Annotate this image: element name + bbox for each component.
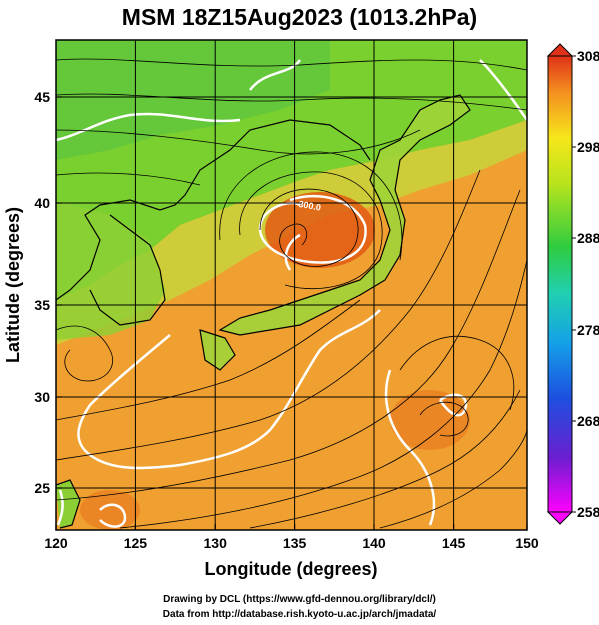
- colorbar: 308 298 288 278 268 258: [546, 43, 599, 525]
- y-tick-label: 45: [34, 89, 50, 105]
- x-tick-label: 120: [44, 535, 68, 551]
- y-tick-label: 35: [34, 297, 50, 313]
- graticule: [56, 40, 527, 530]
- x-axis-label: Longitude (degrees): [204, 559, 377, 579]
- coastlines: [56, 94, 471, 529]
- y-tick-label: 25: [34, 480, 50, 496]
- drawing-credit: Drawing by DCL (https://www.gfd-dennou.o…: [163, 594, 436, 605]
- x-tick-label: 135: [283, 535, 307, 551]
- contour-label: 300.0: [298, 199, 322, 213]
- colorbar-max-arrow: [546, 43, 574, 57]
- north-green-shade: [56, 40, 330, 160]
- y-tick-label: 40: [34, 195, 50, 211]
- y-tick-label: 30: [34, 389, 50, 405]
- x-tick-label: 150: [515, 535, 539, 551]
- data-source-credit: Data from http://database.rish.kyoto-u.a…: [162, 609, 437, 620]
- x-tick-label: 145: [442, 535, 466, 551]
- colorbar-tick-label: 308: [577, 48, 599, 64]
- plot-frame: [55, 39, 528, 531]
- colorbar-tick-label: 268: [577, 413, 599, 429]
- colorbar-tick-label: 298: [577, 139, 599, 155]
- warm-patch-southeast: [390, 390, 470, 450]
- colorbar-tick-label: 288: [577, 230, 599, 246]
- x-tick-label: 140: [362, 535, 386, 551]
- y-axis-label: Latitude (degrees): [3, 207, 23, 363]
- tick-marks: [55, 96, 528, 530]
- kyushu-island: [200, 330, 235, 370]
- temperature-field: 300.0: [56, 40, 527, 530]
- colorbar-scale: [547, 55, 573, 513]
- map-title: MSM 18Z15Aug2023 (1013.2hPa): [121, 4, 478, 30]
- colorbar-tick-label: 258: [577, 504, 599, 520]
- colorbar-min-arrow: [546, 511, 574, 525]
- colorbar-tick-label: 278: [577, 322, 599, 338]
- warm-core-region: [265, 192, 375, 268]
- streamlines: [56, 58, 527, 529]
- japan-islands: [220, 95, 470, 335]
- x-tick-label: 130: [204, 535, 228, 551]
- warm-patch-southwest: [80, 490, 140, 530]
- x-tick-label: 125: [124, 535, 148, 551]
